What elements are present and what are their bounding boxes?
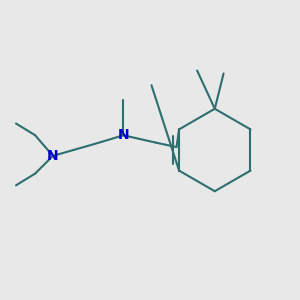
Text: N: N (118, 128, 129, 142)
Text: N: N (47, 149, 58, 163)
